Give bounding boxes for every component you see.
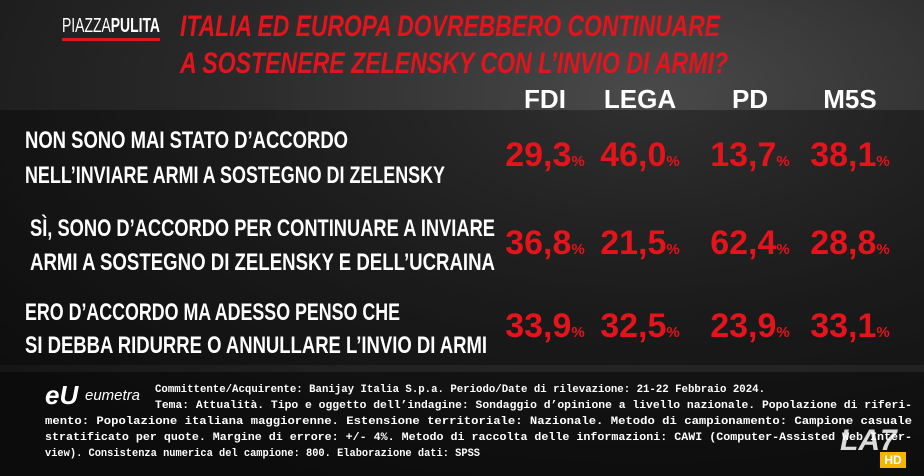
cell: 38,1% bbox=[810, 136, 890, 174]
cell-unit: % bbox=[571, 241, 584, 258]
cell-unit: % bbox=[666, 241, 679, 258]
hd-badge bbox=[880, 452, 906, 468]
cell-number: 33,1 bbox=[810, 307, 876, 345]
cell-number: 46,0 bbox=[600, 136, 666, 174]
cell-unit: % bbox=[571, 153, 584, 170]
brand-mark: eU bbox=[45, 380, 79, 410]
cell-unit: % bbox=[776, 241, 789, 258]
title: A SOSTENERE ZELENSKY CON L’INVIO DI ARMI… bbox=[179, 47, 728, 80]
row-label: NON SONO MAI STATO D’ACCORDO bbox=[25, 127, 348, 154]
footer-line: mento: Popolazione italiana maggiorenne.… bbox=[45, 416, 912, 428]
column-header: FDI bbox=[524, 84, 566, 114]
footer-line: Tema: Attualità. Tipo e oggetto dell’ind… bbox=[155, 400, 912, 412]
row-label: NELL’INVIARE ARMI A SOSTEGNO DI ZELENSKY bbox=[25, 162, 445, 189]
footer-line: Committente/Acquirente: Banijay Italia S… bbox=[155, 384, 765, 396]
footer-line: stratificato per quote. Margine di error… bbox=[45, 432, 912, 444]
cell: 32,5% bbox=[600, 307, 680, 345]
cell: 33,1% bbox=[810, 307, 890, 345]
cell-number: 32,5 bbox=[600, 307, 666, 345]
cell-unit: % bbox=[666, 153, 679, 170]
cell-number: 29,3 bbox=[505, 136, 571, 174]
logo-right: PULITA bbox=[111, 15, 160, 37]
brand: eumetra bbox=[85, 387, 140, 404]
cell: 21,5% bbox=[600, 224, 680, 262]
cell-unit: % bbox=[876, 324, 889, 341]
footer-line: view). Consistenza numerica del campione… bbox=[45, 448, 480, 460]
cell-number: 33,9 bbox=[505, 307, 571, 345]
logo-underline bbox=[62, 38, 160, 41]
cell: 62,4% bbox=[710, 224, 790, 262]
row-label: SÌ, SONO D’ACCORDO PER CONTINUARE A INVI… bbox=[30, 214, 495, 242]
cell-unit: % bbox=[776, 153, 789, 170]
column-header: LEGA bbox=[604, 84, 676, 114]
cell-unit: % bbox=[776, 324, 789, 341]
cell-unit: % bbox=[666, 324, 679, 341]
cell: 36,8% bbox=[505, 224, 585, 262]
cell-number: 23,9 bbox=[710, 307, 776, 345]
hd-label: HD bbox=[884, 453, 902, 467]
cell: 28,8% bbox=[810, 224, 890, 262]
cell-unit: % bbox=[876, 241, 889, 258]
row-label: ERO D’ACCORDO MA ADESSO PENSO CHE bbox=[25, 299, 400, 326]
logo: PIAZZAPULITA bbox=[62, 15, 160, 37]
footer-band bbox=[0, 372, 924, 476]
cell: 23,9% bbox=[710, 307, 790, 345]
title: ITALIA ED EUROPA DOVREBBERO CONTINUARE bbox=[180, 10, 721, 43]
cell-number: 36,8 bbox=[505, 224, 571, 262]
cell: 46,0% bbox=[600, 136, 680, 174]
cell: 13,7% bbox=[710, 136, 790, 174]
channel-logo: LA7 bbox=[840, 424, 898, 457]
cell-number: 62,4 bbox=[710, 224, 776, 262]
cell-number: 21,5 bbox=[600, 224, 666, 262]
cell-unit: % bbox=[571, 324, 584, 341]
row-label: ARMI A SOSTEGNO DI ZELENSKY E DELL’UCRAI… bbox=[30, 249, 495, 276]
cell-unit: % bbox=[876, 153, 889, 170]
cell: 29,3% bbox=[505, 136, 585, 174]
column-header: PD bbox=[732, 84, 768, 114]
cell-number: 38,1 bbox=[810, 136, 876, 174]
cell: 33,9% bbox=[505, 307, 585, 345]
cell-number: 28,8 bbox=[810, 224, 876, 262]
logo-left: PIAZZA bbox=[62, 15, 111, 37]
cell-number: 13,7 bbox=[710, 136, 776, 174]
row-label: SI DEBBA RIDURRE O ANNULLARE L’INVIO DI … bbox=[25, 332, 487, 359]
column-header: M5S bbox=[823, 84, 876, 114]
table-band bbox=[0, 110, 924, 365]
